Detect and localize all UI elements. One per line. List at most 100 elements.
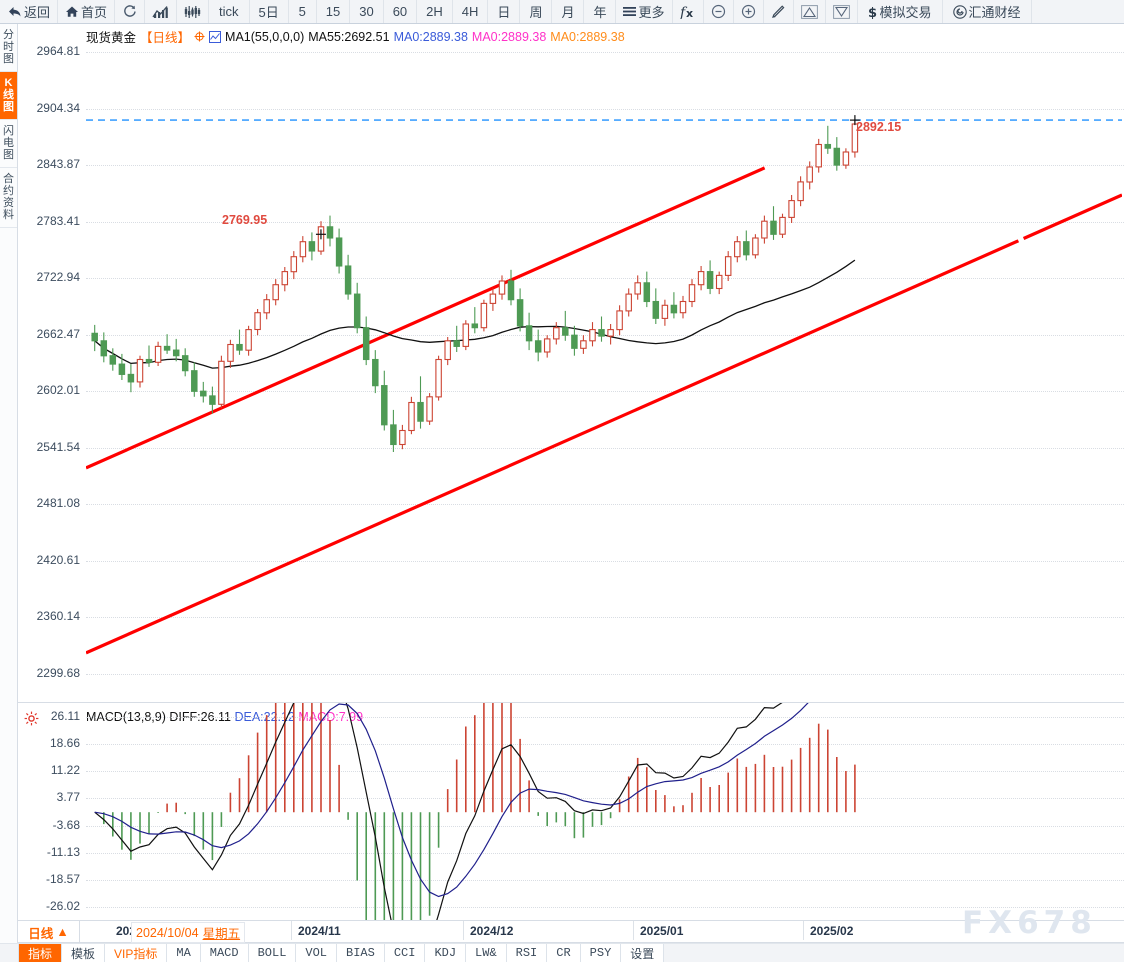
indicator-tab-cr[interactable]: CR	[547, 944, 581, 962]
ma55-value: MA55:2692.51	[308, 29, 390, 44]
top-toolbar: 返回 首页 tick 5日 5 15 30 60 2H 4H 日 周 月 年 更多 f x $ 模拟交易 汇通财经	[0, 0, 1124, 24]
indicator-tab-vol[interactable]: VOL	[296, 944, 338, 962]
indicator-tab-psy[interactable]: PSY	[580, 944, 622, 962]
sidebar-item-2-char: 闪	[3, 125, 14, 137]
indicator-tab-boll[interactable]: BOLL	[248, 944, 297, 962]
indicator-tab-bar[interactable]: 指标 模板 VIP指标 MA MACD BOLL VOL BIAS CCI KDJ LW& RSI CR…	[0, 943, 1124, 962]
indicator-settings-icon[interactable]	[24, 711, 39, 726]
price-chart-panel[interactable]: 现货黄金 【日线】 MA1(55,0,0,0) MA55:2692.51 MA0…	[18, 24, 1124, 702]
x-tick-1: 2024/12	[463, 921, 513, 940]
indicator-tab-rsi[interactable]: RSI	[506, 944, 548, 962]
svg-text:f: f	[680, 5, 688, 19]
indicator-tab--[interactable]: 指标	[19, 944, 63, 962]
draw-button[interactable]	[764, 0, 794, 23]
period-month-button[interactable]: 月	[552, 0, 585, 23]
price-gridline	[86, 278, 1124, 280]
tick-button[interactable]: tick	[209, 0, 250, 23]
period-day-button-label: 日	[497, 5, 511, 20]
crosshair-icon[interactable]	[194, 31, 205, 42]
home-button-label: 首页	[81, 5, 108, 20]
sidebar-item-3-char: 资	[3, 197, 14, 209]
price-y-tick: 2299.68	[36, 665, 80, 680]
period-selector-button[interactable]: 日线 ▲	[18, 921, 80, 943]
period-30-button[interactable]: 30	[350, 0, 384, 23]
tick-button-label: tick	[219, 4, 239, 19]
price-gridline	[86, 391, 1124, 393]
indicator-tab-vip-[interactable]: VIP指标	[105, 944, 168, 962]
sidebar-item-3[interactable]: 合约资料	[0, 168, 17, 228]
triangle-down-button[interactable]	[826, 0, 858, 23]
sidebar-item-3-char: 合	[3, 173, 14, 185]
triangle-up-button[interactable]	[794, 0, 826, 23]
price-y-tick: 2481.08	[36, 496, 80, 511]
indicator-tab-bias[interactable]: BIAS	[337, 944, 385, 962]
macd-y-axis: 26.11 18.66 11.22 3.77 -3.68 -11.13 -18.57 -26.…	[18, 703, 1124, 920]
arrow-left-icon	[7, 5, 22, 18]
more-button-label: 更多	[638, 5, 665, 20]
sidebar-item-2[interactable]: 闪电图	[0, 120, 17, 168]
period-day-button[interactable]: 日	[488, 0, 521, 23]
brand-button[interactable]: 汇通财经	[943, 0, 1032, 23]
indicator-bar-left-pad	[0, 944, 19, 962]
refresh-icon	[122, 4, 137, 19]
price-gridline	[86, 108, 1124, 110]
indicator-tab--[interactable]: 设置	[621, 944, 665, 962]
period-month-button-label: 月	[561, 5, 575, 20]
indicator-tab-kdj[interactable]: KDJ	[425, 944, 467, 962]
indicator-tab-ma[interactable]: MA	[167, 944, 201, 962]
macd-panel[interactable]: MACD(13,8,9) DIFF:26.11 DEA:22.12 MACD:7…	[18, 702, 1124, 921]
back-button[interactable]: 返回	[0, 0, 59, 23]
candlestick-icon	[184, 5, 201, 19]
period-5day-button[interactable]: 5日	[250, 0, 289, 23]
ma0-orange-value: MA0:2889.38	[550, 29, 625, 44]
x-tick-0: 2024/11	[291, 921, 341, 940]
date-tooltip: 2024/10/04 星期五	[131, 922, 246, 943]
home-button[interactable]: 首页	[58, 0, 116, 23]
price-y-tick: 2420.61	[36, 552, 80, 567]
period-week-button[interactable]: 周	[520, 0, 553, 23]
indicator-tab-lw-[interactable]: LW&	[466, 944, 507, 962]
sidebar-item-0-char: 图	[3, 53, 14, 65]
candlestick-button[interactable]	[177, 0, 210, 23]
sidebar-item-0-char: 时	[3, 41, 14, 53]
macd-y-tick: 11.22	[50, 763, 80, 778]
trend-chart-button[interactable]	[145, 0, 178, 23]
indicator-tab-macd[interactable]: MACD	[200, 944, 249, 962]
sidebar-item-1-char: 线	[3, 89, 14, 101]
zoom-out-icon	[711, 4, 726, 19]
macd-plot[interactable]	[86, 703, 1124, 921]
period-60-button-label: 60	[392, 4, 408, 19]
period-30-button-label: 30	[359, 4, 374, 19]
ma-icon[interactable]	[209, 30, 222, 43]
period-5-button[interactable]: 5	[289, 0, 317, 23]
period-year-button[interactable]: 年	[584, 0, 617, 23]
macd-gridline	[86, 743, 1124, 745]
period-2h-button[interactable]: 2H	[417, 0, 453, 23]
price-gridline	[86, 52, 1124, 54]
zoom-out-button[interactable]	[704, 0, 734, 23]
svg-text:x: x	[686, 7, 693, 19]
price-gridline	[86, 617, 1124, 619]
more-button[interactable]: 更多	[616, 0, 673, 23]
zoom-in-button[interactable]	[734, 0, 764, 23]
sidebar-item-1-char: K	[4, 77, 13, 89]
demo-trade-button[interactable]: $ 模拟交易	[858, 0, 943, 23]
price-gridline	[86, 165, 1124, 167]
x-axis-bar[interactable]: 日线 ▲ 202 2024/10/04 星期五 2024/11 2024/12 20…	[18, 920, 1124, 943]
indicator-tab--[interactable]: 模板	[62, 944, 106, 962]
sidebar-item-0[interactable]: 分时图	[0, 24, 17, 72]
candlestick-plot[interactable]	[86, 24, 1124, 702]
price-gridline	[86, 673, 1124, 675]
refresh-button[interactable]	[115, 0, 146, 23]
price-y-axis: 2964.81 2904.34 2843.87 2783.41 2722.94 2662.…	[18, 24, 1124, 702]
period-15-button[interactable]: 15	[317, 0, 351, 23]
demo-trade-button-label: 模拟交易	[879, 5, 932, 20]
period-4h-button[interactable]: 4H	[453, 0, 489, 23]
period-selector-label: 日线	[28, 926, 54, 941]
macd-y-tick: 3.77	[56, 790, 80, 805]
period-60-button[interactable]: 60	[384, 0, 418, 23]
indicator-tab-cci[interactable]: CCI	[384, 944, 426, 962]
